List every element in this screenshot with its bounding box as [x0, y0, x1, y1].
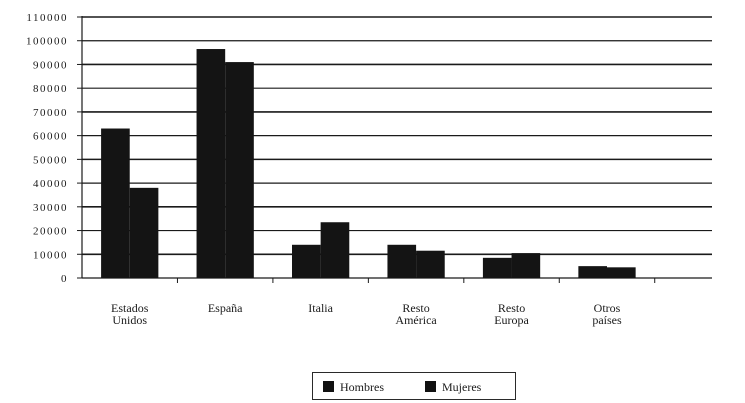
x-category-label: Resto Europa: [494, 301, 529, 327]
bar-mujeres: [129, 187, 159, 278]
bar-hombres: [578, 266, 607, 278]
bar-mujeres: [320, 222, 350, 278]
bar-mujeres: [511, 253, 541, 278]
bar-mujeres: [607, 267, 636, 278]
legend-label-hombres: Hombres: [340, 380, 384, 394]
x-category-label: España: [208, 301, 243, 315]
y-tick-label: 0: [61, 273, 68, 285]
bar-hombres: [387, 244, 417, 278]
y-tick-label: 70000: [33, 107, 68, 119]
bar-hombres: [196, 49, 226, 279]
y-tick-label: 90000: [33, 59, 68, 71]
x-category-label: Resto América: [395, 301, 437, 327]
legend-swatch-mujeres: [425, 381, 436, 392]
y-tick-label: 20000: [33, 226, 68, 238]
bar-mujeres: [416, 250, 445, 278]
legend-swatch-hombres: [323, 381, 334, 392]
x-category-label: Italia: [308, 301, 333, 315]
bar-hombres: [292, 244, 321, 278]
y-tick-label: 10000: [33, 249, 68, 261]
bar-hombres: [482, 257, 512, 278]
y-tick-label: 110000: [26, 12, 68, 24]
y-tick-label: 80000: [33, 83, 68, 95]
y-tick-label: 30000: [33, 202, 68, 214]
y-tick-label: 40000: [33, 178, 68, 190]
legend: Hombres Mujeres: [312, 372, 516, 400]
y-tick-label: 50000: [33, 154, 68, 166]
legend-label-mujeres: Mujeres: [442, 380, 482, 394]
y-tick-label: 60000: [33, 131, 68, 143]
legend-item-hombres: Hombres: [323, 380, 384, 394]
bar-hombres: [101, 128, 130, 278]
y-tick-label: 100000: [26, 36, 68, 48]
legend-item-mujeres: Mujeres: [425, 380, 481, 394]
x-category-label: Otros países: [592, 301, 622, 327]
x-category-label: Estados Unidos: [111, 301, 149, 327]
bar-mujeres: [225, 62, 254, 278]
